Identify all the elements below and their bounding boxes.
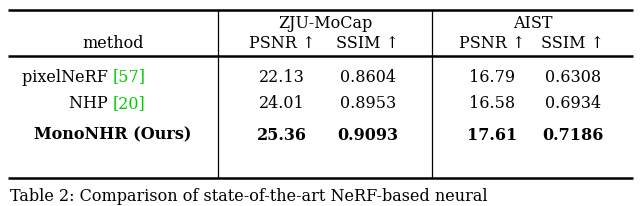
Text: 0.6934: 0.6934 bbox=[545, 95, 601, 112]
Text: ZJU-MoCap: ZJU-MoCap bbox=[278, 14, 372, 31]
Text: [20]: [20] bbox=[113, 95, 146, 112]
Text: method: method bbox=[83, 35, 144, 52]
Text: AIST: AIST bbox=[513, 14, 552, 31]
Text: 24.01: 24.01 bbox=[259, 95, 305, 112]
Text: 0.9093: 0.9093 bbox=[337, 126, 398, 143]
Text: pixelNeRF: pixelNeRF bbox=[22, 68, 113, 85]
Text: [57]: [57] bbox=[113, 68, 146, 85]
Text: 16.79: 16.79 bbox=[469, 68, 515, 85]
Text: PSNR ↑: PSNR ↑ bbox=[459, 35, 525, 52]
Text: NHP: NHP bbox=[69, 95, 113, 112]
Text: 0.8953: 0.8953 bbox=[340, 95, 396, 112]
Text: MonoNHR (Ours): MonoNHR (Ours) bbox=[35, 126, 192, 143]
Text: SSIM ↑: SSIM ↑ bbox=[336, 35, 399, 52]
Text: 16.58: 16.58 bbox=[469, 95, 515, 112]
Text: PSNR ↑: PSNR ↑ bbox=[249, 35, 316, 52]
Text: 0.7186: 0.7186 bbox=[542, 126, 604, 143]
Text: SSIM ↑: SSIM ↑ bbox=[541, 35, 604, 52]
Text: 22.13: 22.13 bbox=[259, 68, 305, 85]
Text: 25.36: 25.36 bbox=[257, 126, 307, 143]
Text: 17.61: 17.61 bbox=[467, 126, 517, 143]
Text: 0.8604: 0.8604 bbox=[340, 68, 396, 85]
Text: Table 2: Comparison of state-of-the-art NeRF-based neural: Table 2: Comparison of state-of-the-art … bbox=[10, 188, 488, 205]
Text: 0.6308: 0.6308 bbox=[545, 68, 601, 85]
